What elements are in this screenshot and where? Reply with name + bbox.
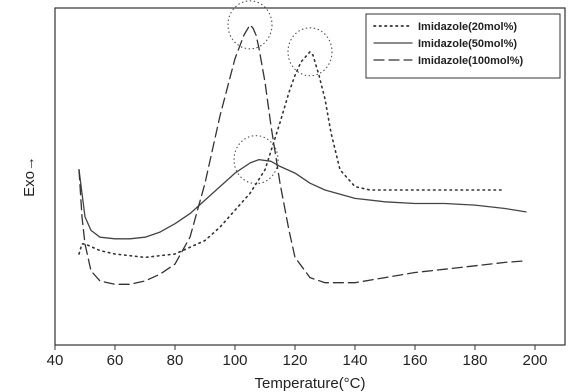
series-line-2 — [78, 158, 527, 240]
legend-entry-3: Imidazole(100mol%) — [418, 55, 523, 67]
series-line-1 — [78, 51, 506, 259]
x-axis-label: Temperature(°C) — [254, 375, 365, 392]
x-tick-label-60: 60 — [107, 352, 124, 369]
series-layer — [78, 24, 527, 285]
x-tick-label-120: 120 — [282, 352, 307, 369]
y-axis-label: Exo→ — [21, 156, 38, 197]
x-axis-ticks: 40 60 80 100 120 140 160 180 200 — [47, 345, 548, 369]
legend-entry-1: Imidazole(20mol%) — [418, 21, 517, 33]
x-tick-label-40: 40 — [47, 352, 64, 369]
series-line-3 — [78, 24, 527, 285]
peak-annotation-circle-2 — [287, 27, 333, 77]
peak-annotation-circle-3 — [233, 135, 279, 185]
peak-annotation-circle-1 — [227, 0, 273, 50]
x-tick-label-180: 180 — [462, 352, 487, 369]
x-tick-label-80: 80 — [167, 352, 184, 369]
annotation-layer — [227, 0, 333, 185]
x-tick-label-140: 140 — [342, 352, 367, 369]
legend-box — [365, 13, 561, 79]
x-tick-label-200: 200 — [522, 352, 547, 369]
legend: Imidazole(20mol%) Imidazole(50mol%) Imidaz… — [365, 13, 561, 79]
x-tick-label-160: 160 — [402, 352, 427, 369]
legend-entry-2: Imidazole(50mol%) — [418, 38, 517, 50]
plot-area-frame — [54, 7, 566, 346]
x-tick-label-100: 100 — [222, 352, 247, 369]
